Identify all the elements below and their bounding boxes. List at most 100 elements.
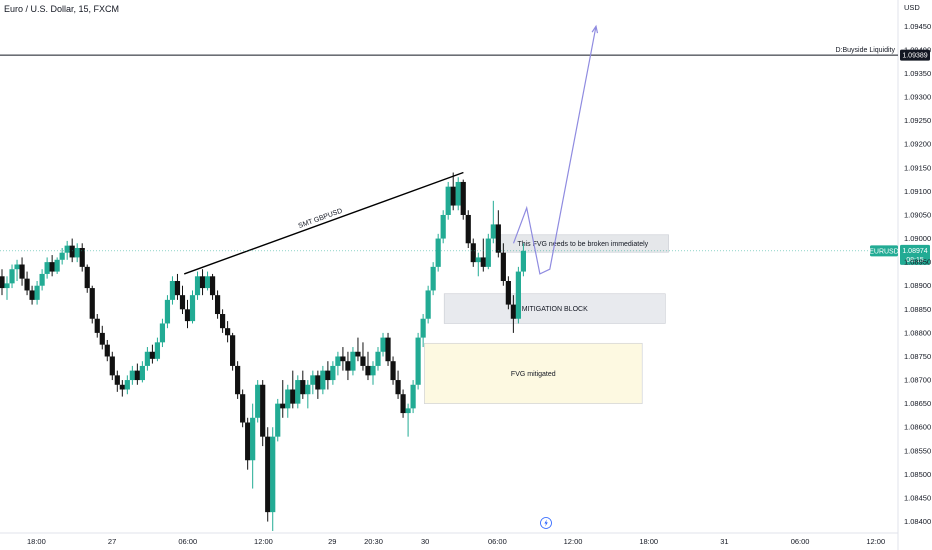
candle-body (34, 285, 40, 300)
candle-body (340, 356, 346, 362)
candle-body (515, 271, 521, 319)
chart-title: Euro / U.S. Dollar, 15, FXCM (4, 4, 120, 14)
candle-body (500, 252, 506, 282)
x-tick-label: 06:00 (488, 537, 507, 546)
candle-body (275, 403, 281, 437)
candle-body (59, 252, 65, 260)
y-tick-label: 1.08850 (904, 305, 931, 314)
candle-body (189, 295, 196, 322)
candle-body (370, 365, 376, 376)
smt-line[interactable] (183, 171, 464, 275)
candle-body (184, 309, 191, 322)
candle-body (300, 380, 306, 395)
candle-body (29, 290, 35, 300)
candle-body (99, 332, 105, 345)
y-tick-label: 1.08950 (904, 258, 931, 267)
candle-body (9, 269, 15, 284)
y-tick-label: 1.09000 (904, 234, 931, 243)
candle-body (310, 375, 316, 385)
x-tick-label: 29 (328, 537, 336, 546)
y-tick-label: 1.09150 (904, 163, 931, 172)
zone-label: This FVG needs to be broken immediately (517, 241, 648, 248)
candle-body (44, 262, 50, 274)
candle-body (420, 318, 426, 338)
candle-body (199, 276, 206, 289)
candle-body (355, 351, 361, 357)
candle-body (380, 337, 386, 352)
candle-body (470, 243, 476, 263)
candle-body (4, 283, 10, 289)
buyside-liquidity-label: D:Buyside Liquidity (835, 47, 895, 54)
candle-body (350, 351, 356, 371)
candle-body (139, 365, 145, 381)
y-tick-label: 1.09200 (904, 140, 931, 149)
x-tick-label: 06:00 (791, 537, 810, 546)
candle-body (375, 351, 381, 366)
candle-body (345, 361, 351, 371)
zone-box[interactable] (424, 342, 643, 404)
candle-body (209, 276, 216, 296)
candle-body (330, 365, 336, 381)
candle-body (19, 264, 25, 279)
candle-body (104, 344, 110, 357)
candle-body (64, 245, 70, 253)
candle-body (235, 365, 241, 395)
candle-body (315, 375, 321, 390)
current-price-value: 1.08974 (902, 248, 927, 255)
candle-body (39, 273, 45, 286)
candle-body (280, 403, 286, 409)
x-tick-label: 18:00 (27, 537, 46, 546)
candle-body (240, 394, 246, 423)
candle-body (84, 266, 90, 289)
candle-body (270, 436, 276, 513)
x-tick-label: 18:00 (639, 537, 658, 546)
candle-body (109, 356, 115, 376)
candle-body (144, 351, 150, 366)
y-tick-label: 1.09050 (904, 210, 931, 219)
projection-path[interactable] (512, 26, 597, 275)
candle-body (390, 361, 396, 381)
candle-body (445, 186, 451, 215)
candle-body (430, 266, 436, 291)
candle-body (194, 276, 201, 296)
zone-label: MITIGATION BLOCK (522, 306, 588, 313)
candle-body (455, 181, 461, 206)
x-tick-label: 30 (421, 537, 429, 546)
candle-body (435, 238, 441, 267)
candle-body (230, 335, 236, 366)
candle-body (360, 356, 366, 366)
x-tick-label: 12:00 (254, 537, 273, 546)
x-tick-label: 12:00 (564, 537, 583, 546)
candle-body (335, 356, 341, 366)
y-tick-label: 1.09450 (904, 22, 931, 31)
candle-body (154, 342, 161, 359)
candle-body (285, 389, 291, 409)
candle-body (159, 323, 166, 343)
x-tick-label: 31 (720, 537, 728, 546)
candle-body (460, 181, 466, 215)
candle-body (480, 257, 486, 267)
x-tick-label: 27 (108, 537, 116, 546)
currency-label: USD (904, 3, 920, 12)
candle-body (204, 276, 211, 289)
y-tick-label: 1.09300 (904, 93, 931, 102)
candle-body (149, 351, 156, 359)
candle-body (169, 281, 176, 300)
candle-body (400, 394, 406, 414)
candle-body (495, 224, 501, 253)
candle-body (305, 384, 311, 395)
current-price-tag (900, 244, 930, 265)
zone-box[interactable] (443, 293, 666, 324)
candle-body (134, 370, 140, 381)
y-tick-label: 1.09400 (904, 45, 931, 54)
symbol-tag (870, 245, 898, 257)
y-tick-label: 1.08900 (904, 281, 931, 290)
buyside-liquidity-value: 1.09389 (902, 53, 927, 60)
candle-body (295, 380, 301, 404)
candle-body (24, 278, 30, 291)
candle-body (255, 384, 261, 418)
candle-body (69, 245, 75, 258)
candle-body (245, 422, 251, 461)
